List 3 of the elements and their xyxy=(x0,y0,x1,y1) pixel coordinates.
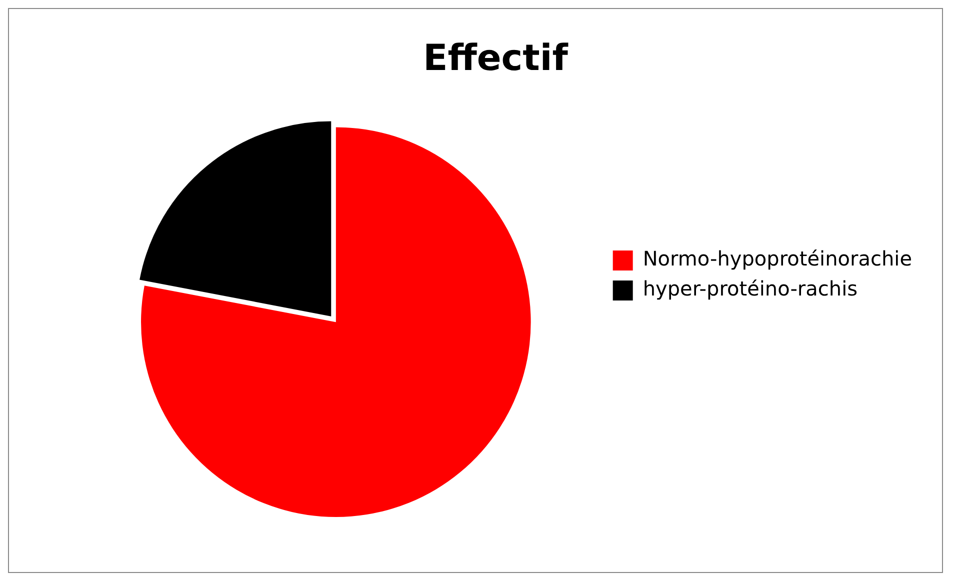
chart-title: Effectif xyxy=(423,38,568,79)
legend-label: hyper-protéino-rachis xyxy=(642,276,858,301)
legend-label: Normo-hypoprotéinorachie xyxy=(642,246,912,271)
